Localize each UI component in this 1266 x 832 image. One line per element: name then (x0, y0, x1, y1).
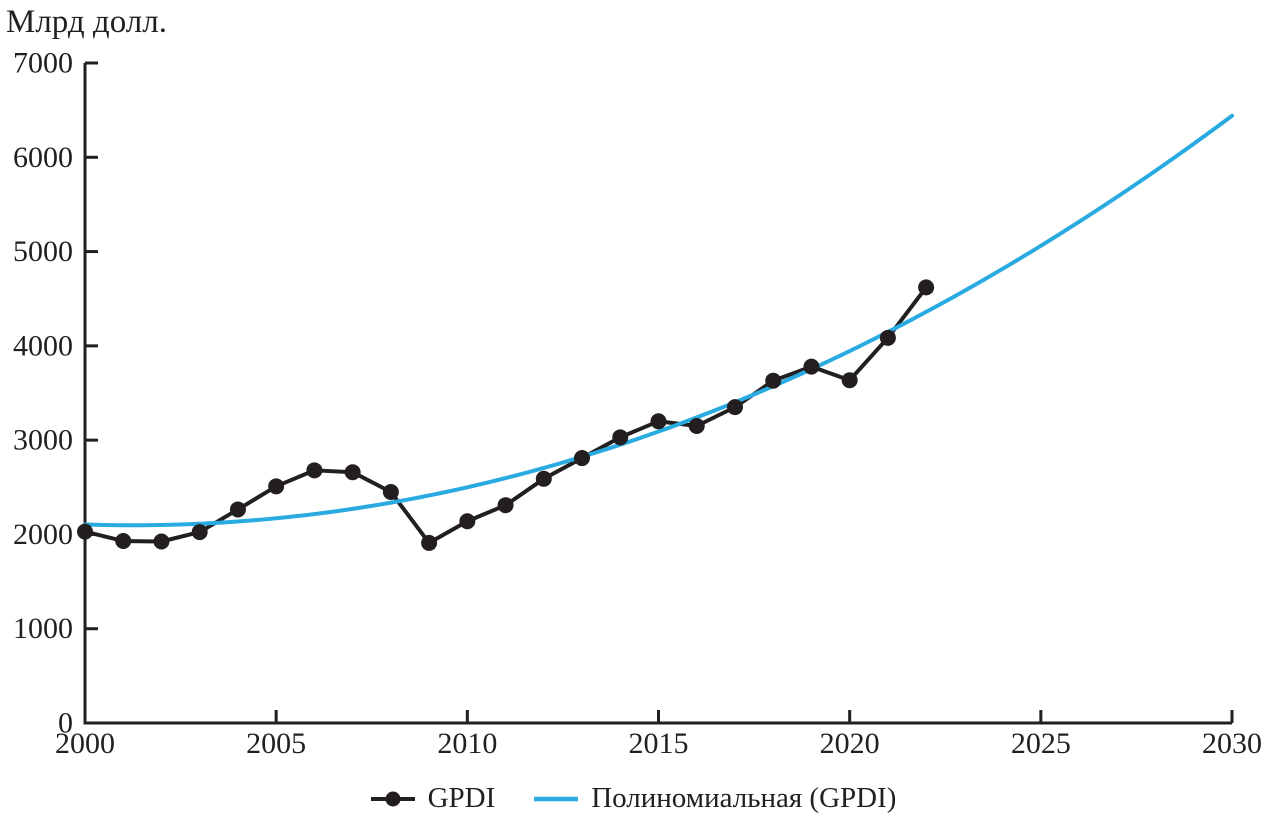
y-tick-label: 0 (58, 707, 73, 740)
x-tick-label: 2000 (55, 727, 115, 760)
x-tick-label: 2030 (1202, 727, 1262, 760)
trend-curve (83, 113, 1234, 528)
x-tick-label: 2020 (820, 727, 880, 760)
gpdi-point-2020 (841, 372, 858, 389)
gpdi-point-2001 (115, 533, 132, 550)
x-tick-label: 2005 (246, 727, 306, 760)
x-tick-label: 2010 (437, 727, 497, 760)
y-tick-label: 7000 (13, 47, 73, 80)
chart-canvas: 0 1000 2000 3000 4000 5000 6000 7000 2000 2005 201… (13, 47, 1262, 761)
gpdi-line-marker-icon (370, 791, 415, 806)
gpdi-point-2003 (191, 524, 208, 541)
y-tick-label: 4000 (13, 329, 73, 362)
gpdi-point-2014 (612, 429, 629, 446)
gpdi-point-2007 (344, 464, 361, 481)
gpdi-point-2005 (268, 478, 285, 495)
gpdi-point-2018 (765, 372, 782, 389)
trend-line-icon (534, 796, 579, 801)
y-tick-label: 2000 (13, 518, 73, 551)
gpdi-point-2010 (459, 513, 476, 530)
legend-item-trend: Полиномиальная (GPDI) (533, 782, 896, 815)
gpdi-point-2008 (382, 484, 399, 500)
x-tick-label: 2025 (1011, 727, 1071, 760)
legend-label-gpdi: GPDI (427, 782, 496, 814)
gpdi-point-2017 (726, 399, 743, 416)
gpdi-point-2002 (153, 533, 170, 550)
chart-legend: GPDI Полиномиальная (GPDI) (0, 782, 1266, 815)
gpdi-point-2009 (421, 534, 438, 551)
gpdi-point-2013 (574, 450, 591, 467)
gpdi-point-2015 (650, 413, 667, 430)
gpdi-point-2011 (497, 497, 514, 514)
gpdi-point-2019 (803, 358, 820, 375)
gpdi-point-2012 (535, 470, 552, 487)
gpdi-point-2016 (688, 418, 705, 434)
y-tick-label: 5000 (13, 235, 73, 268)
y-tick-label: 1000 (13, 612, 73, 645)
gpdi-point-2004 (229, 501, 246, 518)
gpdi-point-2022 (918, 279, 935, 296)
y-tick-label: 6000 (13, 141, 73, 174)
y-tick-label: 3000 (13, 424, 73, 457)
gpdi-point-2000 (77, 523, 93, 540)
x-tick-label: 2015 (629, 727, 689, 760)
axis-lines (83, 63, 1232, 725)
legend-item-gpdi: GPDI (370, 782, 496, 815)
legend-label-trend: Полиномиальная (GPDI) (591, 782, 897, 814)
gpdi-point-2021 (879, 329, 896, 346)
gpdi-point-2006 (306, 462, 323, 479)
y-axis-title: Млрд долл. (6, 4, 167, 40)
